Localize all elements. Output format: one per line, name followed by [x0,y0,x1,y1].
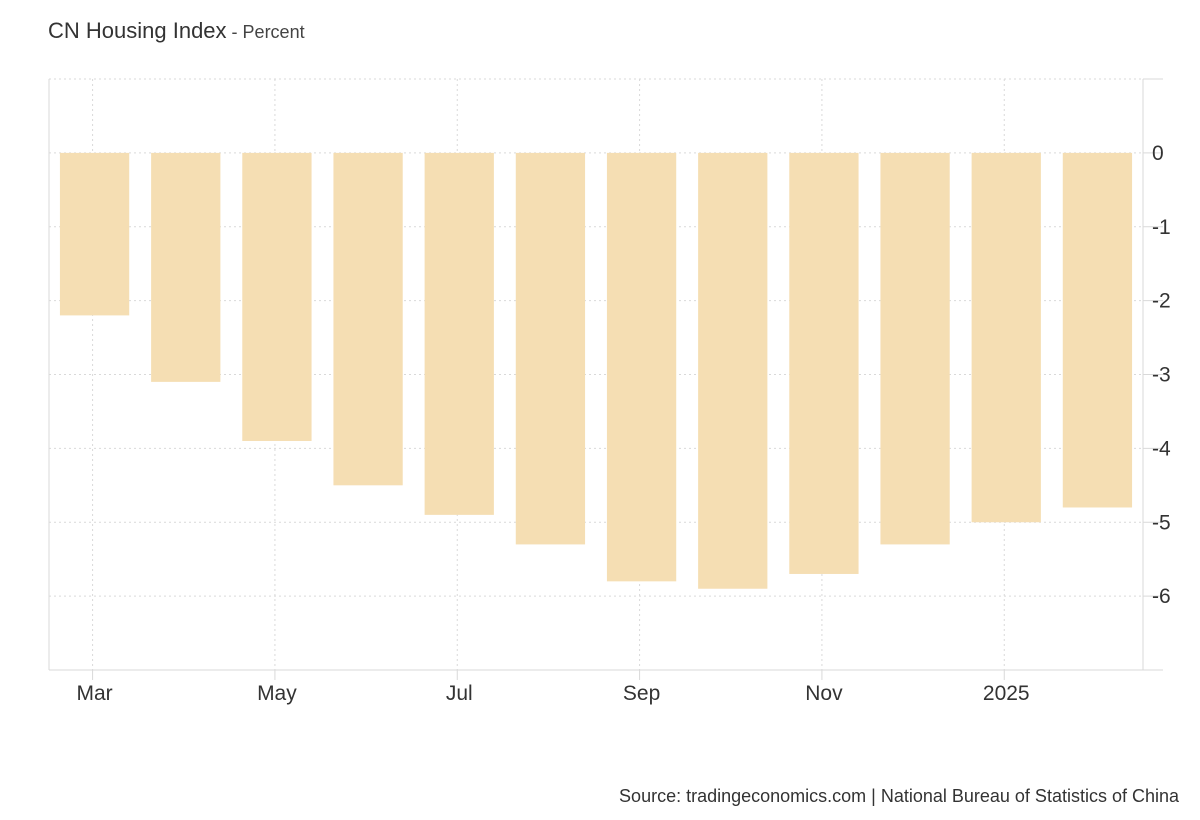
bar-feb[interactable] [1062,152,1133,508]
bar-sep[interactable] [606,152,677,582]
x-tick-label: Mar [76,682,112,705]
source-attribution: Source: tradingeconomics.com | National … [619,786,1179,806]
chart-title-separator: - [226,22,243,42]
plot-frame [48,78,1163,680]
chart-title: CN Housing Index - Percent [48,18,305,44]
bar-series [59,152,1133,589]
bar-oct[interactable] [698,152,768,589]
y-tick-label: -5 [1152,511,1171,534]
bar-dec[interactable] [880,152,950,545]
y-tick-label: -3 [1152,364,1171,387]
x-tick-label: May [257,682,297,705]
x-axis-labels: Mar May Jul Sep Nov 2025 [76,682,1029,705]
bar-apr[interactable] [151,152,221,382]
y-tick-label: -2 [1152,290,1171,313]
y-tick-label: -6 [1152,585,1171,608]
bar-aug[interactable] [515,152,586,545]
y-tick-label: -4 [1152,437,1171,460]
chart-unit: Percent [242,22,305,42]
bar-nov[interactable] [789,152,859,574]
x-tick-label: Jul [446,682,473,705]
bar-may[interactable] [242,152,312,441]
x-tick-label: Nov [805,682,843,705]
horizontal-gridlines [49,78,1143,597]
bar-2025[interactable] [971,152,1041,523]
x-tick-label: 2025 [983,682,1030,705]
y-tick-label: 0 [1152,142,1164,165]
bar-jun[interactable] [333,152,403,486]
y-axis-labels: 0 -1 -2 -3 -4 -5 -6 [1152,142,1171,608]
bar-jul[interactable] [424,152,494,515]
bar-mar[interactable] [59,152,130,316]
x-tick-label: Sep [623,682,660,705]
y-tick-label: -1 [1152,216,1171,239]
chart-title-text: CN Housing Index [48,18,227,43]
